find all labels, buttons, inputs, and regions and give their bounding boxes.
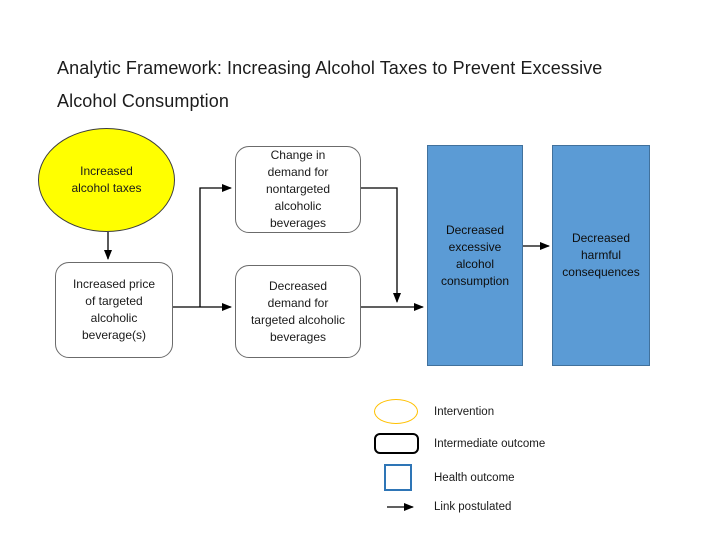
edge-nontargeted-demand-to-consumption (361, 187, 401, 303)
link-arrow-icon (387, 503, 414, 511)
health-outcome-square-icon (384, 464, 412, 491)
intervention-ellipse-icon (374, 399, 418, 424)
node-intervention: Increased alcohol taxes (38, 128, 175, 232)
intermediate-outcome-rect-icon (374, 433, 419, 454)
node-increased-price: Increased price of targeted alcoholic be… (55, 262, 173, 358)
node-nontargeted-demand: Change in demand for nontargeted alcohol… (235, 146, 361, 233)
legend-item-intermediate-outcome: Intermediate outcome (374, 433, 545, 454)
legend-label-intervention: Intervention (434, 405, 495, 418)
legend-item-health-outcome: Health outcome (374, 464, 515, 491)
node-targeted-demand: Decreased demand for targeted alcoholic … (235, 265, 361, 358)
page-title: Analytic Framework: Increasing Alcohol T… (57, 58, 603, 111)
edge-price-to-nontargeted-demand (199, 184, 232, 307)
legend-label-health-outcome: Health outcome (434, 471, 515, 484)
legend: Intervention Intermediate outcome Health… (374, 399, 614, 519)
legend-label-link-postulated: Link postulated (434, 501, 512, 513)
node-decreased-consequences: Decreased harmful consequences (552, 145, 650, 366)
legend-item-intervention: Intervention (374, 399, 494, 424)
legend-label-intermediate-outcome: Intermediate outcome (434, 437, 546, 450)
node-decreased-consumption: Decreased excessive alcohol consumption (427, 145, 523, 366)
legend-item-link-postulated: Link postulated (374, 500, 511, 514)
